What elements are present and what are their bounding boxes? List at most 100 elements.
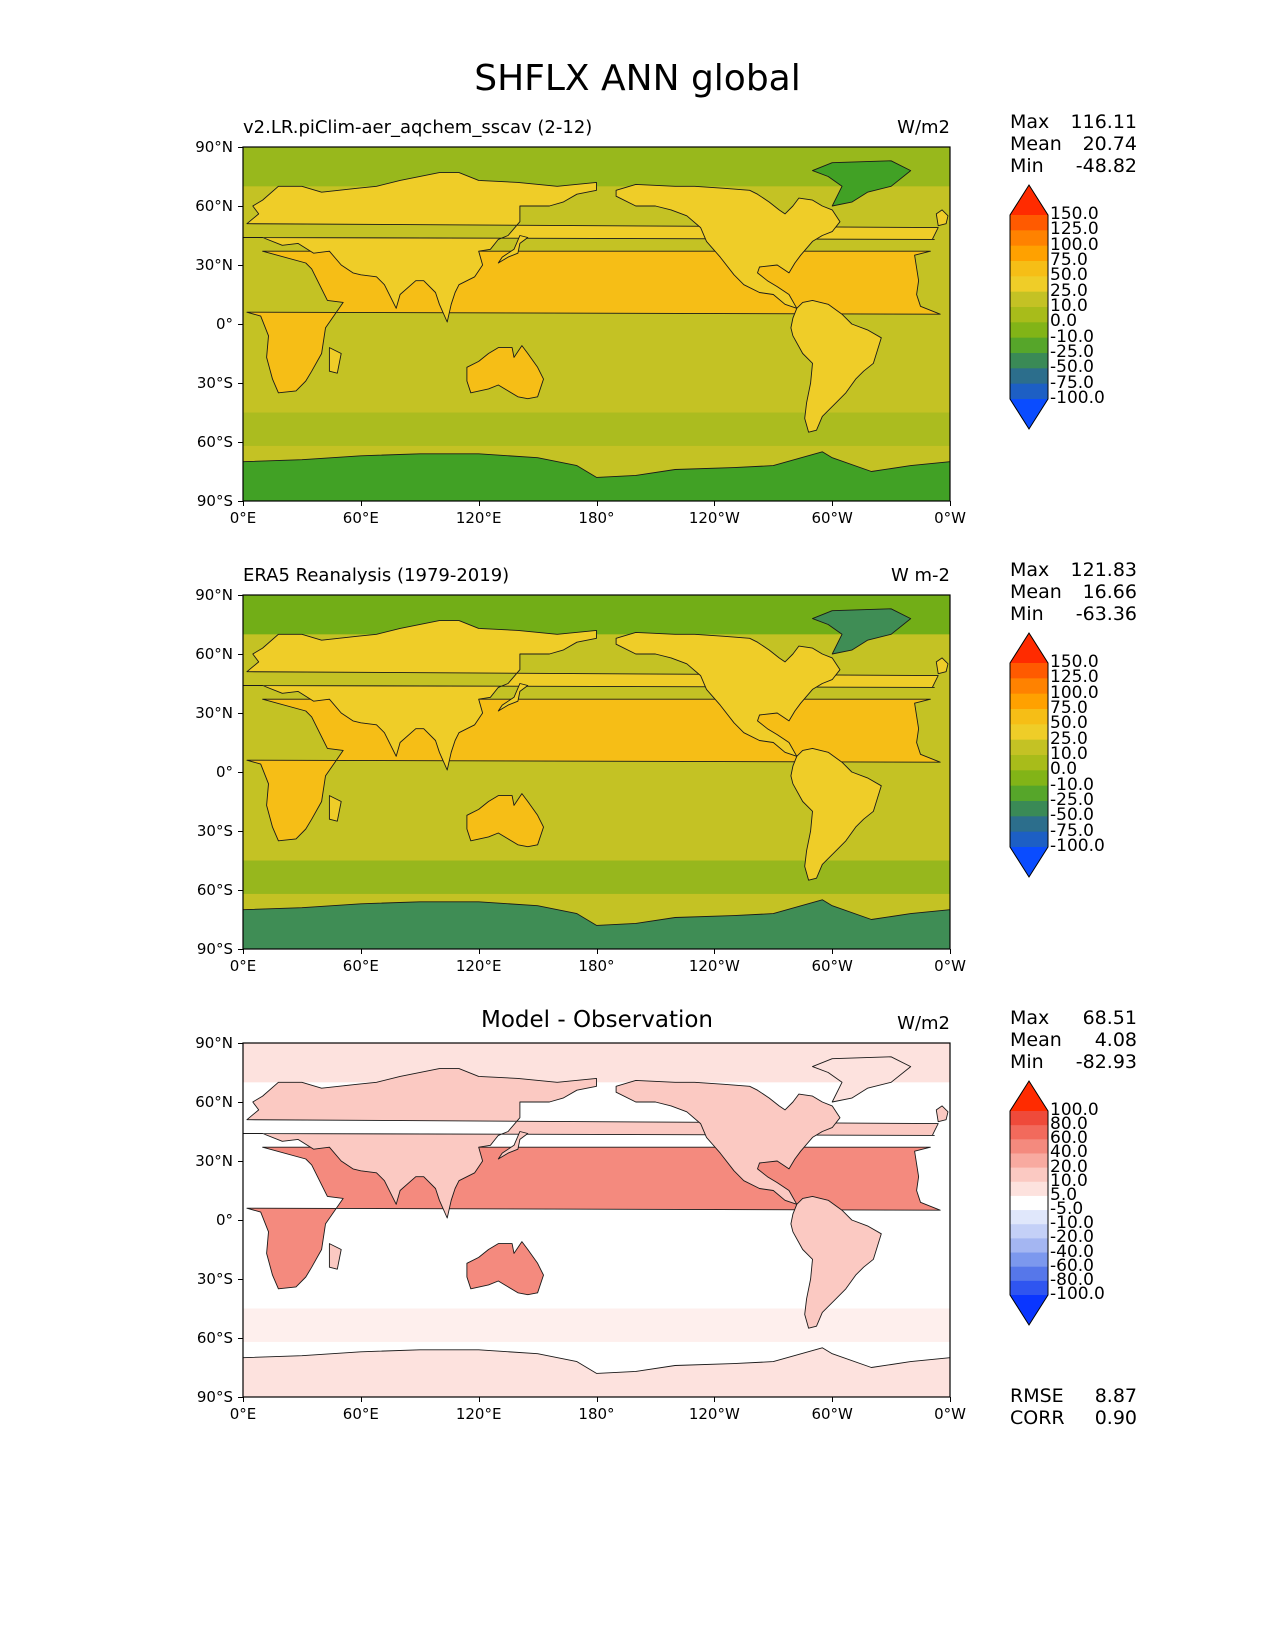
panel-0-lon-tick: 60°W [811,509,853,527]
panel-0-lon-tick: 0°W [934,509,966,527]
panel-2-stats: Max 68.51 Mean 4.08 Min -82.93 [1010,1007,1137,1073]
panel-2-lon-tick: 0°E [229,1405,257,1423]
panel-2-lon-tick-mark [478,1397,480,1402]
panel-1-lat-tick-mark [238,831,243,832]
colorbar-segment [1010,322,1048,339]
panel-1-colorbar-label: 75.0 [1050,698,1088,718]
panel-0-lat-tick: 90°S [196,492,233,510]
panel-1-land-greenland [812,608,912,655]
colorbar-segment [1010,1181,1048,1197]
panel-0-colorbar-label: 150.0 [1050,204,1099,224]
panel-2-lat-tick-mark [238,1279,243,1280]
panel-0-map [242,146,951,502]
panel-0-lon-tick-mark [243,501,244,506]
panel-0-colorbar-label: 100.0 [1050,234,1099,255]
panel-1-lat-tick-mark [238,654,243,655]
colorbar-segment [1010,215,1048,231]
panel-2-map [242,1042,951,1398]
panel-2-colorbar-label: -100.0 [1050,1284,1105,1304]
colorbar-segment [1010,1167,1048,1183]
panel-1-title-left: ERA5 Reanalysis (1979-2019) [243,565,510,586]
stat-label: RMSE [1010,1385,1064,1407]
colorbar-segment [1010,1153,1048,1169]
stat-value: 0.90 [1094,1407,1137,1429]
stat-label: Mean [1010,133,1062,155]
panel-2-lat-tick: 0° [215,1211,233,1229]
panel-1-lon-tick-mark [714,949,716,954]
panel-2-lon-tick: 60°W [811,1405,853,1423]
figure-title: SHFLX ANN global [474,58,801,99]
panel-1-colorbar-label: 125.0 [1050,667,1099,688]
panel-0-land-eurasia [242,172,939,323]
panel-0-lon-tick-mark [360,501,362,506]
colorbar-segment [1010,1111,1048,1126]
panel-2-colorbar-label: -5.0 [1050,1199,1084,1220]
stat-value: 121.83 [1070,559,1137,581]
panel-0-land-greenland [812,160,912,207]
panel-2-footer-stats: RMSE 8.87 CORR 0.90 [1010,1385,1137,1429]
stat-value: -63.36 [1075,603,1137,625]
panel-0-lat-tick: 60°S [196,433,233,451]
panel-0-lat-tick-mark [238,501,243,502]
panel-2-lon-tick-mark [714,1397,716,1402]
panel-0-lat-tick-mark [238,383,243,384]
panel-0-colorbar-label: -10.0 [1050,326,1094,347]
panel-0-lat-tick-mark [238,324,243,325]
panel-2-lon-tick-mark [243,1397,244,1402]
colorbar-segment [1010,724,1048,741]
panel-2-colorbar-label: 10.0 [1050,1170,1088,1191]
panel-0-lon-tick: 120°W [688,509,740,527]
panel-1-stat-row: Min -63.36 [1010,603,1137,625]
panel-2-land-australia [466,1241,544,1296]
colorbar-segment [1010,276,1048,293]
colorbar-top-extend [1010,185,1048,215]
panel-1-lat-tick: 30°S [196,822,233,840]
panel-2-colorbar-label: 20.0 [1050,1156,1088,1177]
panel-1-lon-tick: 60°E [342,957,379,975]
panel-1-lat-tick: 60°N [195,645,233,663]
panel-1-lat-tick: 0° [215,763,233,781]
panel-0-colorbar-label: -50.0 [1050,357,1094,378]
colorbar-segment [1010,337,1048,354]
panel-2-lat-tick-mark [238,1102,243,1103]
panel-2-colorbar-label: 100.0 [1050,1100,1099,1120]
panel-1-lon-tick-mark [596,949,598,954]
panel-2-colorbar-label: 40.0 [1050,1142,1088,1163]
stat-value: 16.66 [1082,581,1137,603]
panel-1-lat-tick: 30°N [195,704,233,722]
panel-2-lon-tick: 180° [578,1405,615,1423]
panel-1-map [242,594,951,950]
panel-1-lon-tick: 0°W [934,957,966,975]
panel-0-colorbar-label: 25.0 [1050,280,1088,301]
panel-0-land-antarctica [242,451,951,502]
panel-1-land-japan [497,683,529,712]
panel-2-stat-row: Min -82.93 [1010,1051,1137,1073]
panel-2-colorbar-label: 60.0 [1050,1128,1088,1149]
panel-0-land-nam [615,183,841,309]
panel-1-stat-row: Mean 16.66 [1010,581,1137,603]
panel-1-units: W m-2 [890,565,950,586]
colorbar-segment [1010,1238,1048,1254]
colorbar-bottom-extend [1010,1295,1048,1325]
panel-0-land-madagascar [328,347,342,374]
panel-1-colorbar [1009,632,1049,878]
panel-0-lat-tick-mark [238,442,243,443]
panel-2-land-japan [497,1131,529,1160]
stat-label: Mean [1010,1029,1062,1051]
panel-0-lat-tick-mark [238,265,243,266]
panel-1-lat-tick: 60°S [196,881,233,899]
panel-1-lon-tick: 120°E [455,957,502,975]
stat-value: 68.51 [1082,1007,1137,1029]
panel-0-lon-tick-mark [596,501,598,506]
colorbar-top-extend [1010,1081,1048,1111]
panel-0-lat-tick: 30°N [195,256,233,274]
panel-0-stat-row: Max 116.11 [1010,111,1137,133]
panel-2-footer-stat-row: CORR 0.90 [1010,1407,1137,1429]
panel-0-stat-row: Mean 20.74 [1010,133,1137,155]
colorbar-segment [1010,755,1048,771]
colorbar-segment [1010,739,1048,756]
panel-1-lon-tick: 0°E [229,957,257,975]
panel-0-lon-tick-mark [832,501,834,506]
panel-2-lon-tick-mark [596,1397,598,1402]
colorbar-segment [1010,1224,1048,1239]
